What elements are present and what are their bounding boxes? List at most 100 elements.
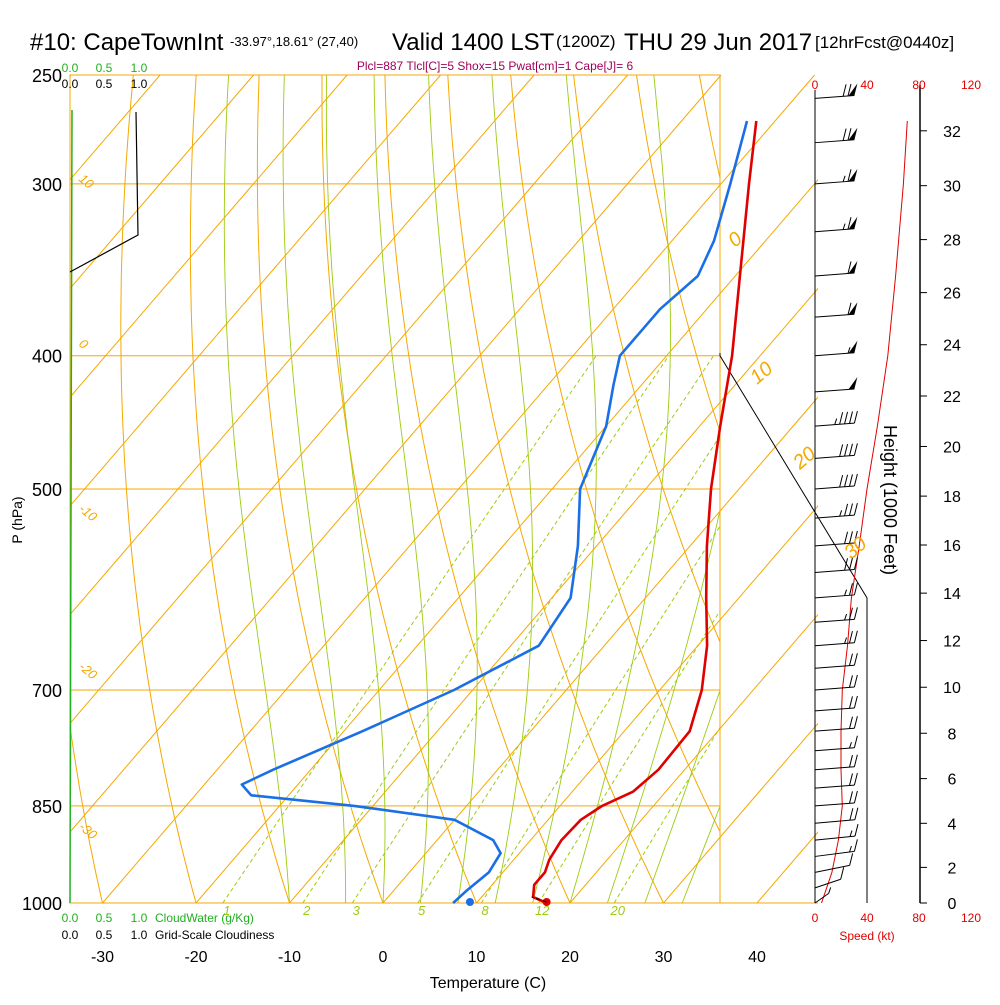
barb-half-flag (850, 831, 852, 837)
pressure-tick-label: 400 (32, 347, 62, 367)
wind-barbs (815, 83, 858, 903)
pressure-tick-label: 700 (32, 681, 62, 701)
barb-flag (855, 808, 858, 820)
barb-flag (849, 675, 852, 687)
speed-axis-title: Speed (kt) (839, 929, 894, 943)
height-tick-label: 22 (943, 389, 961, 406)
dry-adiabat (322, 51, 489, 933)
barb-flag (850, 853, 853, 865)
barb-staff (815, 851, 854, 856)
mixing-ratio-label: 20 (610, 903, 626, 918)
dry-adiabat-label: -10 (76, 501, 101, 525)
mixing-ratio-line (481, 356, 830, 903)
barb-flag (849, 411, 852, 423)
barb-pennant (848, 377, 857, 389)
wind-barb (815, 808, 858, 823)
wind-barb (815, 824, 858, 840)
barb-staff (815, 728, 854, 731)
barb-flag (840, 445, 843, 457)
speed-tick-top: 40 (860, 78, 874, 92)
barb-staff (815, 515, 854, 518)
height-tick-label: 2 (948, 860, 957, 877)
cloudwater-tick-bottom: 0.5 (96, 911, 113, 925)
temperature-tick-label: 40 (748, 949, 766, 966)
forecast-info: [12hrFcst@0440z] (815, 33, 954, 52)
dry-adiabat (758, 51, 1000, 933)
wind-barb (815, 791, 857, 806)
cloudiness-axis-title: Grid-Scale Cloudiness (155, 928, 274, 942)
barb-staff (815, 665, 854, 668)
height-tick-label: 6 (948, 772, 957, 789)
temperature-tick-label: 0 (379, 949, 388, 966)
barb-flag (854, 583, 857, 595)
barb-flag (845, 444, 848, 456)
wind-barb (815, 261, 857, 276)
wind-barb (815, 411, 857, 426)
cloudwater-tick-bottom: 1.0 (131, 911, 148, 925)
barb-flag (854, 474, 857, 486)
height-tick-label: 26 (943, 286, 961, 303)
cloudiness-tick-bottom: 0.0 (62, 928, 79, 942)
cloudwater-tick-top: 0.0 (62, 61, 79, 75)
wind-barb (815, 503, 857, 518)
barb-flag (854, 503, 857, 515)
dry-adiabat (190, 51, 299, 933)
barb-half-flag (843, 224, 845, 230)
barb-half-flag (849, 742, 851, 748)
height-tick-label: 16 (943, 538, 961, 555)
pressure-tick-label: 1000 (22, 894, 62, 914)
barb-flag (849, 474, 852, 486)
barb-flag (854, 653, 857, 665)
cloudiness-tick-bottom: 1.0 (131, 928, 148, 942)
barb-half-flag (840, 510, 842, 516)
barb-flag (854, 839, 857, 851)
cloudwater-tick-top: 1.0 (131, 61, 148, 75)
speed-tick-bottom: 40 (860, 911, 874, 925)
barb-flag (850, 808, 853, 820)
isobar-lines (70, 184, 720, 806)
dry-adiabat-label: 0 (76, 336, 92, 353)
barb-staff (815, 619, 854, 622)
cloudwater-tick-bottom: 0.0 (62, 911, 79, 925)
barb-flag (849, 654, 852, 666)
surface-dewpoint-dot (466, 898, 474, 906)
barb-flag (849, 696, 852, 708)
sounding-profiles (70, 112, 907, 906)
speed-tick-bottom: 0 (812, 911, 819, 925)
height-tick-label: 8 (948, 726, 957, 743)
height-tick-label: 24 (943, 338, 961, 355)
temperature-tick-label: -10 (278, 949, 301, 966)
barb-flag (854, 411, 857, 423)
cloudiness-tick-top: 0.0 (62, 77, 79, 91)
height-tick-label: 14 (943, 586, 961, 603)
dry-adiabat (257, 51, 393, 933)
stability-indices: Plcl=887 Tlcl[C]=5 Shox=15 Pwat[cm]=1 Ca… (357, 59, 634, 73)
wind-barb (815, 169, 857, 184)
valid-time: Valid 1400 LST (392, 29, 555, 56)
height-tick-label: 32 (943, 124, 961, 141)
temperature-tick-label: 30 (655, 949, 673, 966)
barb-pennant (848, 341, 857, 353)
wind-barb (815, 583, 857, 598)
temperature-profile (533, 121, 756, 903)
wind-barb (815, 474, 857, 489)
speed-tick-bottom: 80 (912, 911, 926, 925)
speed-tick-top: 120 (961, 78, 981, 92)
cloudiness-tick-bottom: 0.5 (96, 928, 113, 942)
station-coords: -33.97°,18.61° (27,40) (230, 34, 358, 49)
temperature-tick-label: 20 (561, 949, 579, 966)
barb-flag (849, 717, 852, 729)
mixing-ratio-line (303, 356, 669, 903)
height-tick-label: 4 (948, 816, 957, 833)
barb-flag (843, 84, 846, 96)
wind-barb (815, 128, 857, 143)
barb-staff (815, 879, 841, 888)
height-tick-label: 10 (943, 680, 961, 697)
barb-flag (845, 412, 848, 424)
temperature-tick-label: -30 (91, 949, 114, 966)
mixing-ratio-label: 12 (535, 903, 550, 918)
mixing-ratio-label: 5 (418, 903, 426, 918)
dry-adiabat-label: -20 (76, 659, 101, 683)
barb-staff (815, 820, 855, 823)
mixing-ratio-line (352, 356, 713, 903)
